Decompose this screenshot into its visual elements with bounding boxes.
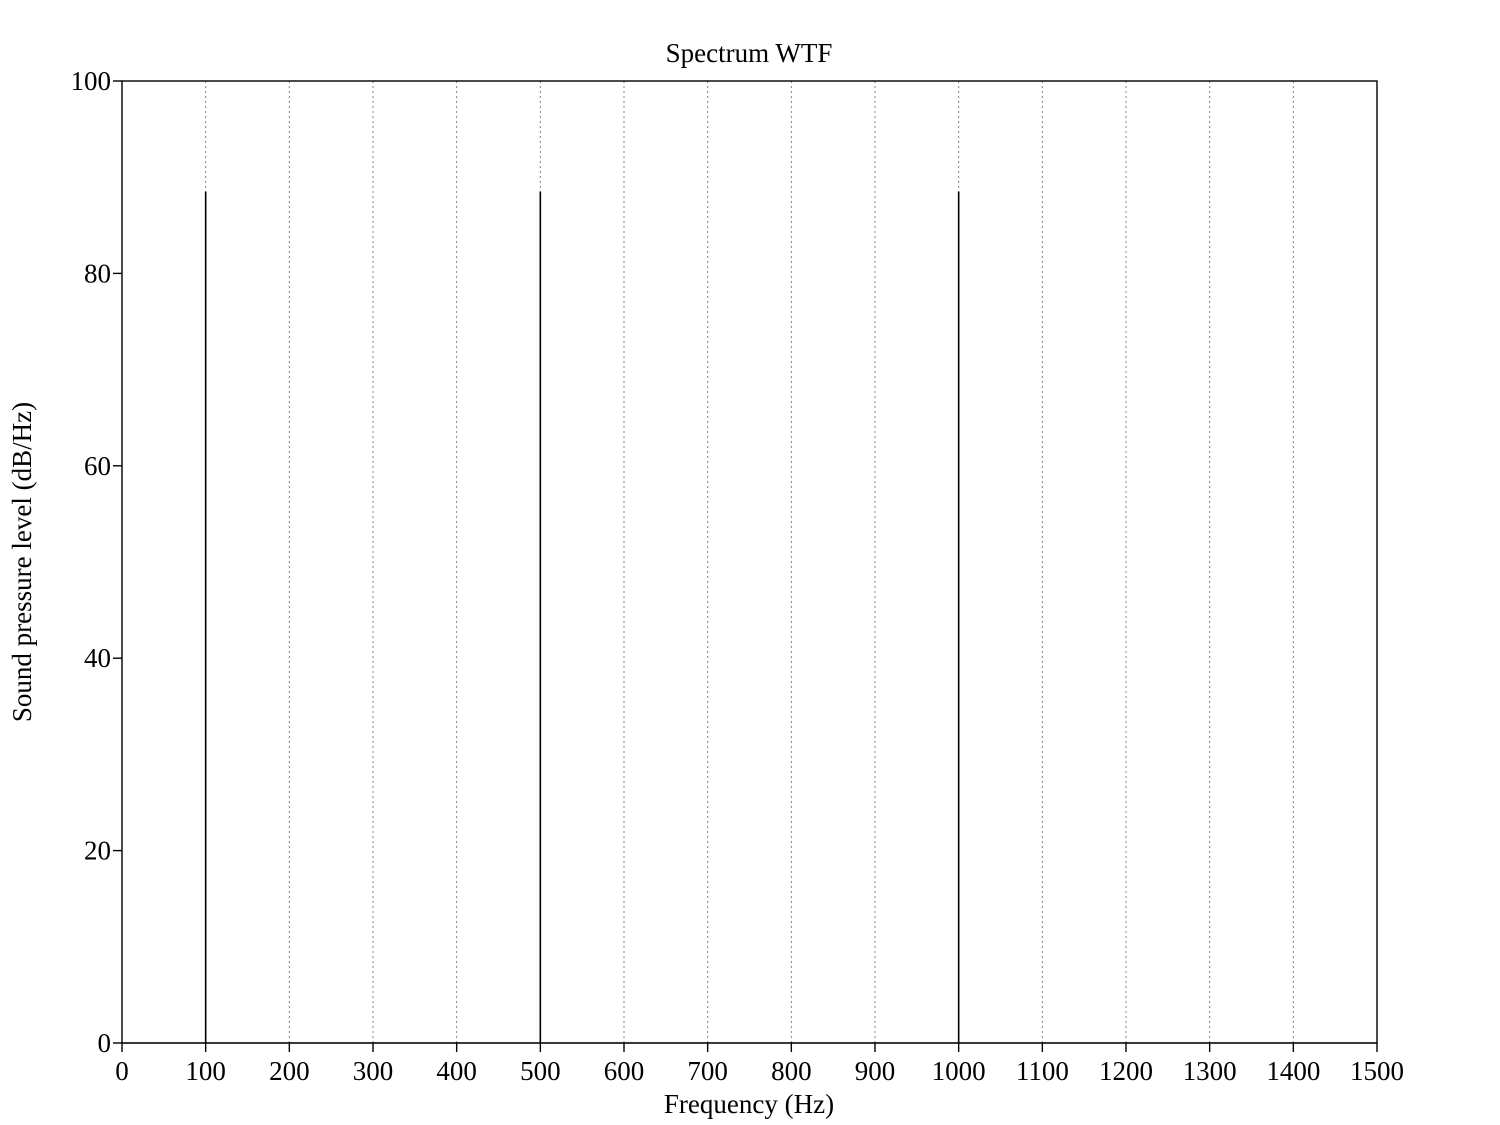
- y-axis-ticks: 0 20 40 60 80 100: [71, 66, 122, 1058]
- y-tick-label: 0: [98, 1028, 112, 1058]
- x-tick-label: 100: [185, 1056, 226, 1086]
- x-tick-label: 1100: [1016, 1056, 1069, 1086]
- y-tick-label: 20: [84, 836, 111, 866]
- x-tick-label: 900: [855, 1056, 896, 1086]
- x-tick-label: 1000: [932, 1056, 986, 1086]
- x-tick-label: 1200: [1099, 1056, 1153, 1086]
- x-axis-title: Frequency (Hz): [664, 1089, 834, 1119]
- x-tick-label: 600: [604, 1056, 645, 1086]
- x-tick-label: 500: [520, 1056, 561, 1086]
- x-tick-label: 1500: [1350, 1056, 1404, 1086]
- x-tick-label: 300: [353, 1056, 394, 1086]
- x-tick-label: 400: [436, 1056, 477, 1086]
- plot-frame: [121, 80, 1378, 1044]
- y-tick-label: 80: [84, 258, 111, 288]
- y-tick-label: 60: [84, 451, 111, 481]
- y-axis-title: Sound pressure level (dB/Hz): [7, 402, 37, 722]
- x-tick-label: 200: [269, 1056, 310, 1086]
- x-axis-ticks: 0 100 200 300 400 500 600 700 800 900 1000 1100 1200…: [115, 1043, 1404, 1086]
- x-tick-label: 800: [771, 1056, 812, 1086]
- x-tick-label: 1300: [1183, 1056, 1237, 1086]
- y-tick-label: 100: [71, 66, 112, 96]
- y-tick-label: 40: [84, 643, 111, 673]
- x-tick-label: 1400: [1266, 1056, 1320, 1086]
- x-tick-label: 0: [115, 1056, 129, 1086]
- chart-title: Spectrum WTF: [666, 38, 833, 68]
- x-tick-label: 700: [687, 1056, 728, 1086]
